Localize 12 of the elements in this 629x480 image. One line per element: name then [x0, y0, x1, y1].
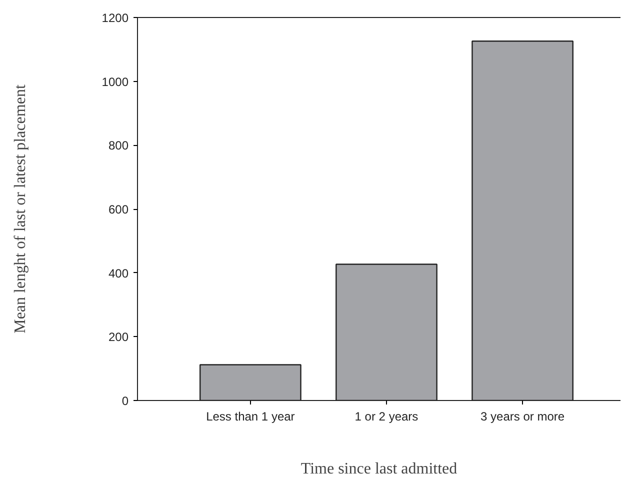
y-tick-label: 1000: [102, 74, 129, 89]
y-tick-label: 200: [108, 330, 129, 344]
x-tick-label: 1 or 2 years: [354, 410, 418, 424]
y-tick-label: 800: [108, 138, 129, 153]
y-tick-label: 400: [108, 266, 129, 280]
x-tick-label: 3 years or more: [480, 410, 565, 424]
y-tick-label: 600: [108, 202, 129, 216]
x-tick-label: Less than 1 year: [206, 410, 295, 424]
y-axis-title: Mean lenght of last or latest placement: [12, 84, 29, 334]
x-axis-title: Time since last admitted: [300, 460, 458, 478]
y-tick-label: 1200: [102, 11, 129, 25]
y-tick-label: 0: [122, 394, 129, 408]
